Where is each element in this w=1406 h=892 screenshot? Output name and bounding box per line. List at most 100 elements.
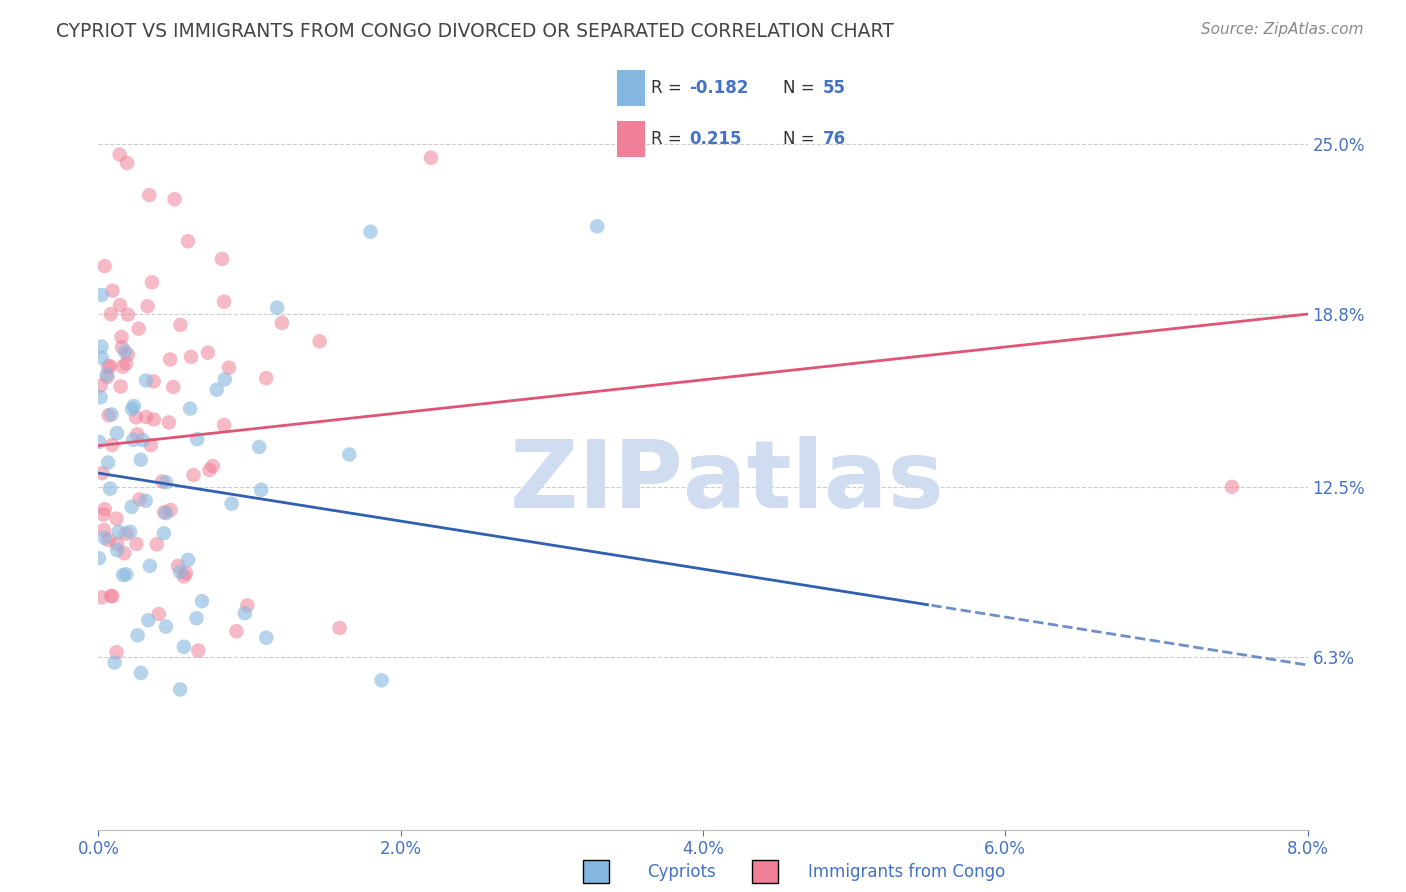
Point [173,569,195,583]
Point [111,359,134,374]
Point [112,546,135,560]
Point [115,356,138,370]
Point [104,656,127,670]
Point [187,643,209,657]
Point [225,624,247,639]
Point [197,345,219,359]
Text: N =: N = [783,130,820,148]
Point [266,301,288,315]
Point [93,523,115,537]
Point [111,340,134,354]
Point [120,524,142,539]
Point [233,606,256,620]
Point [101,589,124,603]
Point [90,390,112,404]
Point [105,543,128,558]
Point [247,440,270,454]
Point [180,350,202,364]
Point [96,368,118,382]
Point [173,640,195,654]
Point [96,370,118,384]
Point [159,352,181,367]
Point [108,147,131,161]
Point [169,318,191,332]
Point [254,631,277,645]
Point [127,628,149,642]
Point [101,284,124,298]
Point [163,192,186,206]
Point [270,316,292,330]
Point [328,621,350,635]
Point [108,298,131,312]
Point [100,589,122,603]
Point [142,375,165,389]
Point [155,619,177,633]
Point [87,434,110,449]
Point [201,458,224,473]
Point [211,252,233,266]
Point [174,566,197,580]
Point [136,299,159,313]
Point [93,502,115,516]
Point [1220,480,1243,494]
Point [308,334,330,349]
Point [98,359,121,374]
Point [360,225,382,239]
Point [125,537,148,551]
Point [90,378,112,392]
Point [93,508,115,522]
Point [212,294,235,309]
Point [90,339,112,353]
Point [90,288,112,302]
Point [135,374,157,388]
Point [155,506,177,520]
Point [179,401,201,416]
Point [153,505,176,519]
Point [105,426,128,441]
Point [93,531,115,545]
Point [157,416,180,430]
Point [132,433,155,447]
Text: N =: N = [783,79,820,97]
Point [97,455,120,469]
Point [138,188,160,202]
Point [110,330,132,344]
Point [150,475,173,489]
Point [218,360,240,375]
Point [110,379,132,393]
Point [141,276,163,290]
FancyBboxPatch shape [617,121,644,157]
Point [142,412,165,426]
Point [236,599,259,613]
Point [122,433,145,447]
Point [159,503,181,517]
Point [129,452,152,467]
Text: R =: R = [651,79,688,97]
Point [169,682,191,697]
Point [153,526,176,541]
Point [205,383,228,397]
Point [370,673,392,688]
Point [186,432,208,446]
Text: 76: 76 [823,130,846,148]
Point [136,613,159,627]
Text: -0.182: -0.182 [689,79,748,97]
Point [91,466,114,480]
Point [98,482,121,496]
Point [186,611,208,625]
Point [117,347,139,361]
Point [97,409,120,423]
Point [114,344,136,359]
Point [105,645,128,659]
Point [117,308,139,322]
Point [93,259,115,273]
Point [177,234,200,248]
Point [586,219,609,234]
FancyBboxPatch shape [617,70,644,106]
Point [183,467,205,482]
Point [198,463,221,477]
Point [129,665,152,680]
Point [212,417,235,432]
Point [148,607,170,621]
Text: Source: ZipAtlas.com: Source: ZipAtlas.com [1201,22,1364,37]
